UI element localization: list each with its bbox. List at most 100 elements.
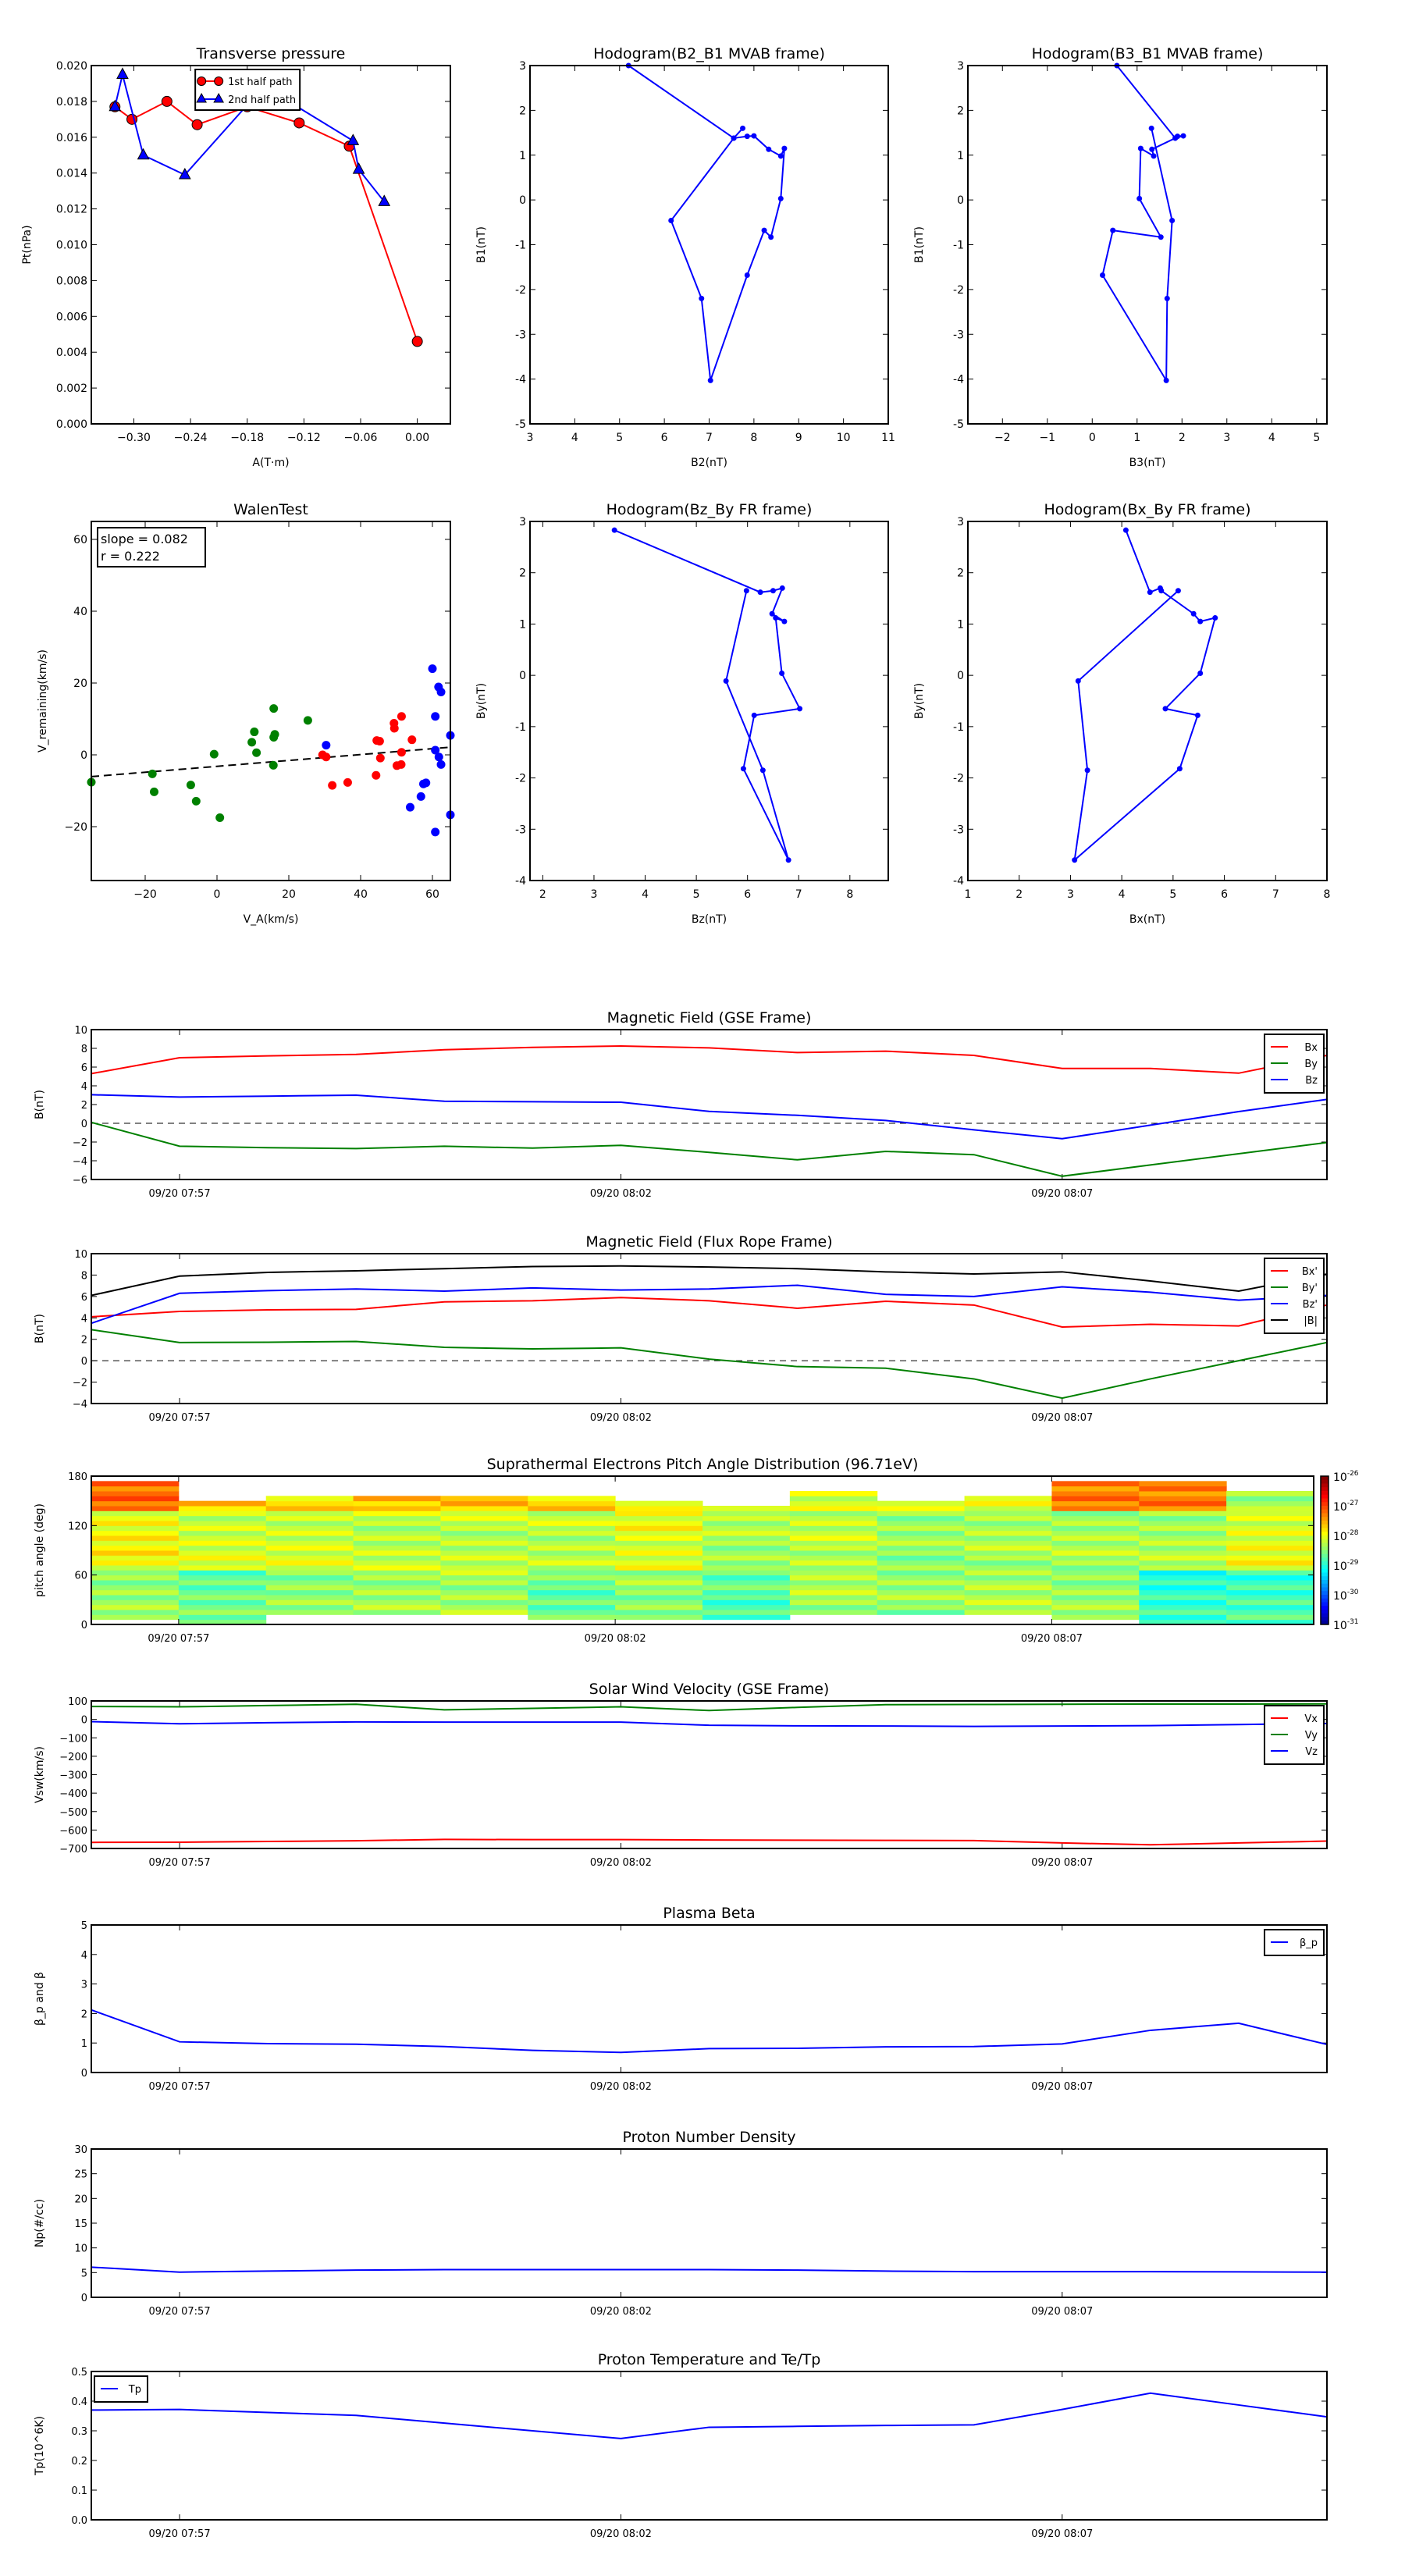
heatmap-cell	[615, 1560, 703, 1566]
heatmap-cell	[178, 1555, 267, 1561]
legend-label: 1st half path	[228, 76, 292, 88]
y-tick-label: -4	[515, 374, 526, 386]
x-tick-label: 5	[1313, 432, 1320, 444]
chart-title: Suprathermal Electrons Pitch Angle Distr…	[487, 1456, 919, 1473]
legend-label: Tp	[128, 2384, 141, 2396]
heatmap-cell	[91, 1500, 180, 1507]
data-point	[1163, 377, 1169, 383]
heatmap-cell	[353, 1589, 441, 1596]
heatmap-cell	[440, 1560, 528, 1566]
heatmap-cell	[265, 1530, 354, 1536]
x-tick-label: 09/20 07:57	[149, 1412, 211, 1424]
y-tick-label: 100	[68, 1696, 87, 1708]
data-point	[707, 377, 713, 383]
heatmap-cell	[615, 1550, 703, 1556]
x-tick-label: 10	[837, 432, 851, 444]
scatter-point-red	[397, 712, 406, 721]
y-tick-label: 60	[74, 1571, 87, 1582]
heatmap-cell	[964, 1535, 1052, 1541]
heatmap-cell	[440, 1585, 528, 1591]
y-tick-label: 10	[74, 1249, 87, 1261]
scatter-point-red	[389, 724, 399, 733]
y-tick-label: −700	[59, 1844, 87, 1856]
colorbar-segment	[1321, 1524, 1329, 1528]
colorbar-label: 10-28	[1333, 1529, 1359, 1543]
heatmap-cell	[353, 1580, 441, 1585]
x-tick-label: 20	[282, 888, 296, 901]
heatmap-cell	[178, 1619, 267, 1625]
y-tick-label: 3	[519, 60, 526, 73]
data-point	[1197, 618, 1204, 624]
heatmap-cell	[1139, 1525, 1227, 1532]
data-point	[779, 585, 785, 591]
chart-bgse: Magnetic Field (GSE Frame) B(nT) 09/20 07:…	[34, 1009, 1328, 1200]
y-tick-label: 1	[81, 2038, 87, 2050]
data-point	[137, 148, 150, 160]
y-tick-label: 3	[957, 516, 964, 528]
x-axis-label: A(T·m)	[252, 457, 289, 469]
y-tick-label: 10	[74, 1025, 87, 1037]
heatmap-cell	[91, 1496, 180, 1502]
heatmap-cell	[877, 1599, 966, 1606]
heatmap-cell	[789, 1599, 878, 1606]
chart-title: Hodogram(Bz_By FR frame)	[606, 501, 813, 518]
chart-title: Magnetic Field (GSE Frame)	[607, 1009, 812, 1026]
heatmap-cell	[178, 1545, 267, 1551]
series-line-Vx	[91, 1838, 1328, 1846]
heatmap-cell	[440, 1555, 528, 1561]
heatmap-cell	[615, 1545, 703, 1551]
y-tick-label: 2	[957, 105, 964, 117]
heatmap-cell	[1051, 1599, 1140, 1606]
heatmap-cell	[877, 1540, 966, 1546]
plot-frame	[967, 65, 1328, 425]
heatmap-cell	[440, 1521, 528, 1526]
legend-marker	[197, 76, 207, 86]
chart-np: Proton Number Density Np(#/cc) 09/20 07:57…	[34, 2129, 1328, 2318]
heatmap-cell	[964, 1585, 1052, 1591]
heatmap-cell	[353, 1545, 441, 1551]
series-line-Np	[91, 2266, 1328, 2273]
colorbar-segment	[1321, 1583, 1329, 1588]
data-point	[1149, 146, 1155, 152]
heatmap-cell	[528, 1510, 616, 1517]
data-point	[1194, 712, 1200, 718]
heatmap-cell	[702, 1535, 791, 1541]
heatmap-cell	[440, 1545, 528, 1551]
heatmap-cell	[964, 1595, 1052, 1600]
y-tick-label: 0.010	[56, 240, 87, 252]
heatmap-cell	[178, 1560, 267, 1566]
heatmap-cell	[615, 1515, 703, 1521]
heatmap-cell	[789, 1500, 878, 1507]
colorbar-segment	[1321, 1568, 1329, 1573]
data-point	[769, 610, 775, 617]
data-point	[699, 295, 705, 301]
chart-title: Magnetic Field (Flux Rope Frame)	[585, 1233, 832, 1251]
x-tick-label: 0	[1089, 432, 1096, 444]
legend-label: Bz'	[1303, 1299, 1318, 1311]
heatmap-cell	[353, 1496, 441, 1502]
scatter-point-blue	[422, 778, 431, 788]
chart-title: Transverse pressure	[196, 45, 346, 62]
series-line-Bx	[91, 1044, 1328, 1075]
y-tick-label: 0	[81, 1620, 87, 1631]
heatmap-cell	[877, 1589, 966, 1596]
heatmap-cell	[702, 1610, 791, 1615]
heatmap-cell	[265, 1545, 354, 1551]
heatmap-cell	[265, 1506, 354, 1511]
colorbar-segment	[1321, 1598, 1329, 1603]
legend-label: Vy	[1305, 1730, 1318, 1742]
y-axis-label: B(nT)	[34, 1090, 46, 1119]
heatmap-cell	[615, 1589, 703, 1596]
y-axis-label: β_p and β	[34, 1972, 46, 2026]
legend-label: 2nd half path	[228, 94, 296, 106]
scatter-point-green	[150, 787, 158, 796]
heatmap-cell	[265, 1515, 354, 1521]
heatmap-cell	[1226, 1515, 1314, 1521]
heatmap-cell	[964, 1610, 1052, 1615]
heatmap-cell	[440, 1500, 528, 1507]
x-tick-label: 09/20 07:57	[149, 2081, 211, 2093]
heatmap-cell	[528, 1535, 616, 1541]
y-tick-label: −4	[73, 1399, 87, 1411]
heatmap-cell	[1226, 1535, 1314, 1541]
